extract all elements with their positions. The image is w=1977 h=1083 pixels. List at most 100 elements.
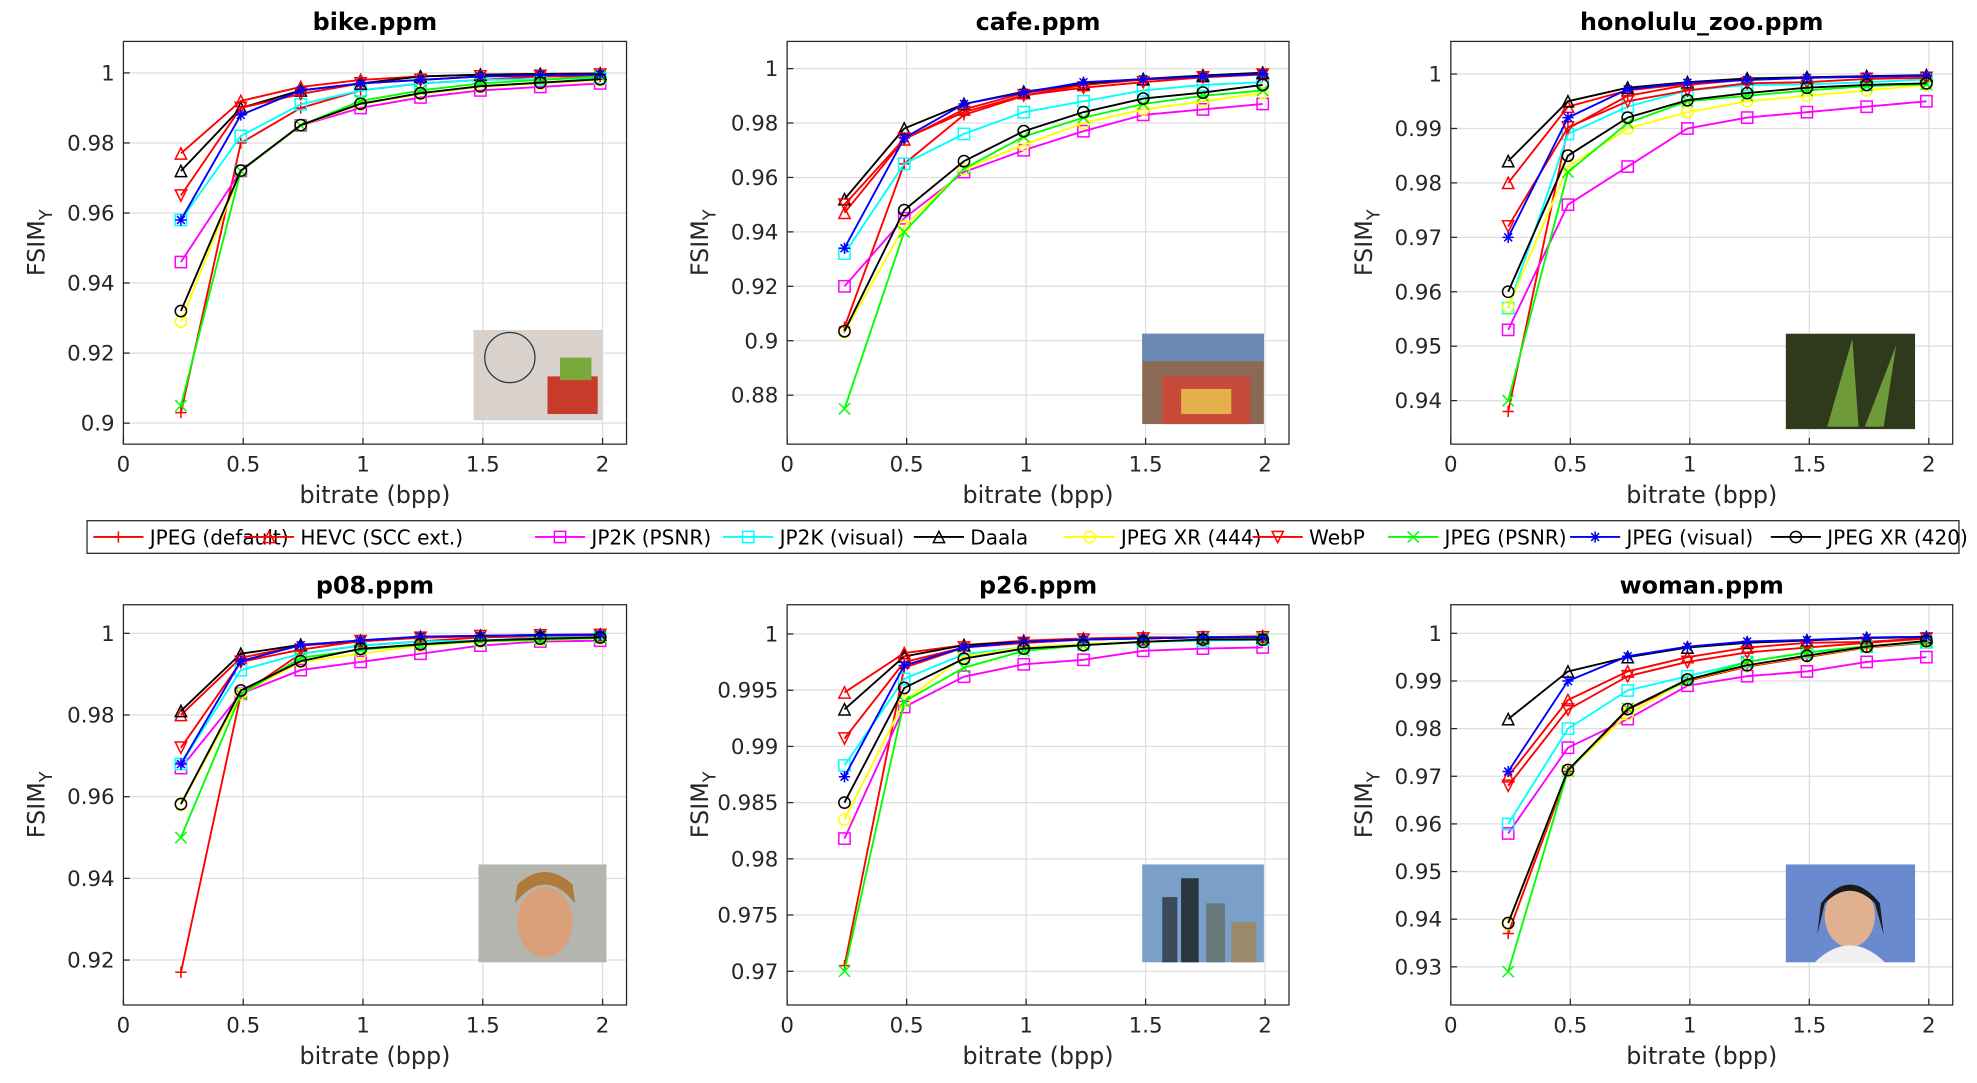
- series-line: [843, 72, 1263, 249]
- marker: [533, 632, 547, 646]
- x-tick-label: 0: [117, 453, 131, 478]
- x-tick-label: 2: [1258, 1014, 1272, 1039]
- series-line: [180, 73, 601, 221]
- x-tick-label: 2: [596, 453, 610, 478]
- series-line: [180, 77, 601, 221]
- marker: [1860, 640, 1874, 654]
- y-tick-label: 0.985: [717, 791, 778, 816]
- y-tick-label: 0.95: [1395, 860, 1442, 885]
- x-tick-label: 0.5: [890, 1014, 924, 1039]
- marker: [1589, 531, 1601, 543]
- marker: [174, 399, 188, 412]
- marker: [1077, 653, 1090, 667]
- marker: [354, 77, 367, 90]
- y-axis-label-main: FSIM: [22, 782, 50, 838]
- marker: [354, 642, 367, 656]
- axes-box: [122, 604, 628, 1006]
- x-tick-label: 2: [596, 1014, 610, 1039]
- legend-entry: JPEG XR (420): [1770, 526, 1968, 550]
- y-tick-label: 0.97: [731, 960, 778, 985]
- series-line: [1507, 83, 1927, 401]
- chart-title: honolulu_zoo.ppm: [1580, 8, 1823, 36]
- y-axis-label-sub: Y: [37, 209, 57, 221]
- x-tick-label: 0: [117, 1014, 131, 1039]
- marker: [1501, 220, 1516, 234]
- marker: [534, 629, 546, 641]
- marker: [1502, 394, 1515, 407]
- marker: [1681, 122, 1694, 135]
- series-line: [843, 636, 1263, 778]
- marker: [1920, 631, 1933, 643]
- marker: [837, 205, 852, 220]
- x-axis-label: bitrate (bpp): [299, 481, 450, 509]
- marker: [897, 672, 911, 686]
- marker: [1017, 105, 1031, 119]
- marker: [233, 101, 248, 116]
- marker: [1501, 827, 1515, 840]
- chart-title: p08.ppm: [316, 571, 434, 599]
- series-line: [843, 638, 1263, 804]
- marker: [1561, 165, 1575, 179]
- marker: [1740, 658, 1754, 672]
- marker: [1800, 649, 1814, 663]
- marker: [1197, 631, 1209, 643]
- marker: [1561, 198, 1575, 212]
- marker: [175, 214, 187, 226]
- marker: [957, 652, 971, 666]
- marker: [1920, 650, 1933, 664]
- subplot: 0 0.5 1 1.5 2 0.93 0.94 0.95 0.96 0.97 0.98 0.99 1 wo…: [1350, 571, 1954, 1070]
- series-line: [1507, 637, 1927, 777]
- series-line: [843, 103, 1263, 287]
- marker: [957, 670, 971, 684]
- y-tick-label: 0.98: [1395, 717, 1442, 742]
- y-tick-label: 0.95: [1395, 335, 1442, 360]
- marker: [294, 654, 308, 668]
- x-tick-label: 2: [1258, 453, 1272, 478]
- chart-title: cafe.ppm: [976, 8, 1101, 36]
- marker: [174, 741, 188, 756]
- marker: [897, 645, 912, 660]
- marker: [1561, 741, 1575, 755]
- marker: [593, 72, 607, 86]
- marker: [295, 84, 307, 97]
- marker: [233, 93, 248, 108]
- marker: [473, 84, 487, 97]
- legend-entry: JP2K (visual): [723, 526, 904, 550]
- marker: [1920, 76, 1933, 90]
- legend-label: JPEG XR (444): [1119, 526, 1262, 550]
- marker: [957, 127, 971, 141]
- marker: [838, 965, 851, 978]
- subplot: 0 0.5 1 1.5 2 0.9 0.92 0.94 0.96 0.98 1 bike.ppm bit…: [22, 8, 628, 509]
- x-tick-label: 1: [1683, 1014, 1697, 1039]
- thumbnail: [478, 864, 607, 963]
- marker: [1920, 94, 1933, 108]
- x-tick-label: 0: [1444, 1014, 1458, 1039]
- y-tick-label: 1: [1428, 63, 1442, 88]
- y-tick-label: 0.96: [67, 785, 114, 810]
- thumbnail: [1142, 864, 1264, 963]
- y-axis-label-main: FSIM: [686, 220, 714, 276]
- marker: [1561, 149, 1575, 163]
- marker: [1136, 635, 1150, 649]
- marker: [1860, 100, 1874, 114]
- marker: [897, 203, 911, 217]
- marker: [414, 637, 427, 651]
- y-tick-label: 0.92: [731, 275, 778, 300]
- subplot: 0 0.5 1 1.5 2 0.94 0.95 0.96 0.97 0.98 0.99 1 honolu…: [1350, 8, 1954, 509]
- axes-box: [1450, 604, 1954, 1006]
- marker: [174, 315, 188, 328]
- y-axis-label-sub: Y: [1364, 209, 1384, 221]
- chart-title: p26.ppm: [979, 571, 1097, 599]
- marker: [1196, 86, 1210, 99]
- y-tick-label: 0.9: [744, 329, 778, 354]
- marker: [1136, 92, 1150, 105]
- y-tick-label: 0.96: [67, 202, 114, 227]
- marker: [1077, 638, 1090, 652]
- marker: [175, 758, 187, 770]
- x-tick-label: 2: [1922, 453, 1936, 478]
- series-line: [1507, 656, 1927, 834]
- marker: [1681, 93, 1694, 107]
- marker: [294, 118, 308, 132]
- thumbnail: [1142, 333, 1264, 425]
- marker: [1197, 70, 1209, 83]
